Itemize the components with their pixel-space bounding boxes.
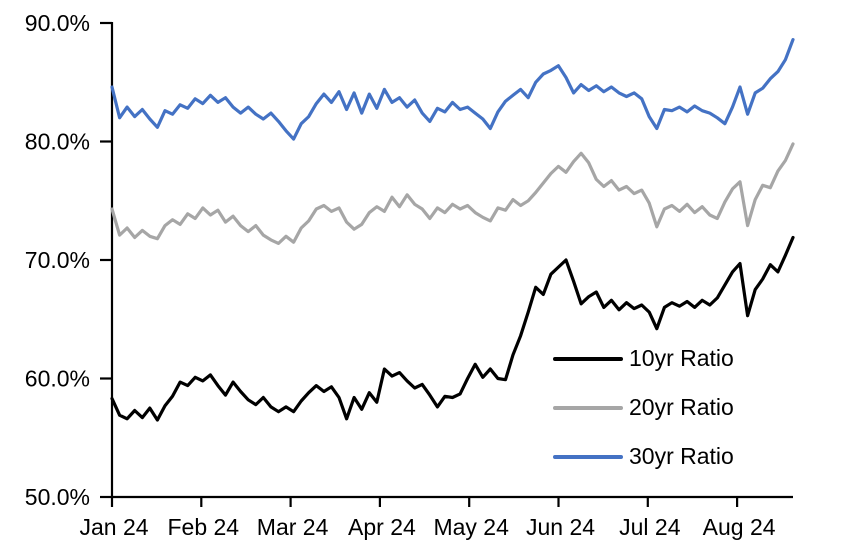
series-line-30yr-ratio: [110, 37, 795, 141]
legend-item-10yr-ratio: 10yr Ratio: [553, 334, 734, 383]
y-tick-label: 60.0%: [25, 366, 90, 392]
legend-label-30yr: 30yr Ratio: [629, 443, 734, 469]
legend-line-swatch-10yr: [553, 356, 623, 361]
legend-item-30yr-ratio: 30yr Ratio: [553, 432, 734, 481]
legend: 10yr Ratio 20yr Ratio 30yr Ratio: [553, 334, 734, 481]
y-tick-label: 80.0%: [25, 129, 90, 155]
x-tick-label: Jun 24: [526, 514, 595, 540]
x-tick-label: Apr 24: [348, 514, 416, 540]
x-tick-label: Jan 24: [79, 514, 148, 540]
x-tick-label: May 24: [433, 514, 509, 540]
legend-item-20yr-ratio: 20yr Ratio: [553, 383, 734, 432]
y-tick-label: 90.0%: [25, 10, 90, 36]
y-tick-label: 70.0%: [25, 247, 90, 273]
legend-line-swatch-20yr: [553, 405, 623, 410]
x-tick-label: Aug 24: [703, 514, 776, 540]
series-line-20yr-ratio: [110, 142, 795, 245]
x-tick-label: Jul 24: [619, 514, 681, 540]
legend-label-10yr: 10yr Ratio: [629, 345, 734, 371]
x-tick-label: Feb 24: [167, 514, 239, 540]
y-tick-label: 50.0%: [25, 484, 90, 510]
series-line-10yr-ratio: [110, 235, 795, 422]
legend-line-swatch-30yr: [553, 454, 623, 459]
x-tick-label: Mar 24: [257, 514, 329, 540]
legend-label-20yr: 20yr Ratio: [629, 394, 734, 420]
